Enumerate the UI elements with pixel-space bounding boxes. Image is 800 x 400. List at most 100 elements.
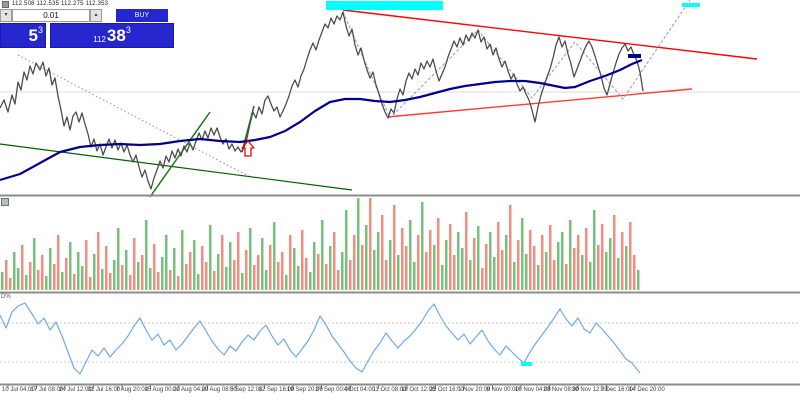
axis-date-label: 15 Aug 00:00 bbox=[144, 387, 180, 393]
volume-bar bbox=[177, 276, 180, 290]
volume-bar bbox=[69, 242, 72, 290]
volume-bar bbox=[65, 258, 68, 290]
volume-bar bbox=[533, 246, 536, 290]
volume-bar bbox=[357, 198, 360, 290]
volume-bar bbox=[421, 202, 424, 290]
volume-bar bbox=[617, 258, 620, 290]
axis-date-label: 18 Oct 12:00 bbox=[401, 387, 436, 393]
volume-bar bbox=[625, 246, 628, 290]
axis-date-label: 23 Nov 08:00 bbox=[543, 387, 580, 393]
volume-bar bbox=[145, 220, 148, 290]
volume-bar bbox=[1, 272, 4, 290]
volume-bar bbox=[209, 225, 212, 290]
volume-bar bbox=[381, 215, 384, 290]
axis-date-label: 7 Aug 20:00 bbox=[116, 387, 149, 393]
volume-bar bbox=[441, 265, 444, 290]
volume-bar bbox=[449, 224, 452, 290]
volume-bar bbox=[397, 255, 400, 290]
volume-bar bbox=[181, 230, 184, 290]
axis-date-label: 29 Aug 08:00 bbox=[201, 387, 237, 393]
volume-bar bbox=[393, 205, 396, 290]
volume-bar bbox=[341, 252, 344, 290]
volume-bar bbox=[189, 252, 192, 290]
ohlc-values: 112.508 112.535 112.275 112.353 bbox=[12, 1, 109, 7]
buy-price-big: 38 bbox=[106, 26, 126, 45]
volume-bar bbox=[173, 248, 176, 290]
volume-bar bbox=[313, 242, 316, 290]
buy-button[interactable]: 112 38 3 bbox=[50, 23, 174, 48]
volume-bar bbox=[521, 218, 524, 290]
volume-bar bbox=[561, 232, 564, 290]
volume-bar bbox=[525, 254, 528, 290]
trendline-0 bbox=[342, 9, 758, 60]
up-arrow-icon bbox=[241, 140, 255, 157]
axis-date-label: 25 Oct 16:00 bbox=[429, 387, 464, 393]
volume-bar bbox=[325, 264, 328, 290]
drawn-rect-1 bbox=[682, 3, 700, 7]
volume-bar bbox=[609, 238, 612, 290]
oscillator-cyan-marker bbox=[521, 362, 532, 366]
volume-bar bbox=[121, 265, 124, 290]
volume-bar bbox=[229, 242, 232, 290]
volume-bar bbox=[593, 210, 596, 290]
volume-bar bbox=[345, 210, 348, 290]
volume-bar bbox=[401, 228, 404, 290]
volume-bar bbox=[361, 245, 364, 290]
volume-bar bbox=[245, 250, 248, 290]
volume-bar bbox=[225, 267, 228, 290]
volume-bar bbox=[257, 255, 260, 290]
buy-price-prefix: 112 bbox=[93, 35, 106, 44]
volume-bar bbox=[273, 222, 276, 290]
axis-date-label: 24 Jul 12:00 bbox=[59, 387, 92, 393]
volume-bar bbox=[81, 266, 84, 290]
volume-bar bbox=[233, 260, 236, 290]
volume-bar bbox=[285, 275, 288, 290]
volume-bar bbox=[389, 240, 392, 290]
volume-bar bbox=[157, 272, 160, 290]
axis-date-label: 14 Dec 20:00 bbox=[629, 387, 665, 393]
volume-bar bbox=[37, 270, 40, 290]
lot-size-input[interactable]: 0.01 bbox=[12, 9, 90, 22]
axis-date-label: 4 Oct 04:00 bbox=[344, 387, 376, 393]
oscillator-line bbox=[0, 302, 641, 375]
volume-bar bbox=[193, 240, 196, 290]
volume-bar bbox=[113, 260, 116, 290]
volume-bar bbox=[373, 250, 376, 290]
volume-bar bbox=[633, 255, 636, 290]
volume-bar bbox=[601, 224, 604, 290]
axis-date-label: 19 Sep 20:00 bbox=[287, 387, 323, 393]
volume-bar bbox=[385, 260, 388, 290]
volume-bar bbox=[581, 255, 584, 290]
date-axis: 10 Jul 04:00 17 Jul 08:00 24 Jul 12:00 31 J… bbox=[0, 386, 800, 400]
volume-bar bbox=[541, 235, 544, 290]
volume-bar bbox=[445, 240, 448, 290]
volume-bar bbox=[493, 257, 496, 290]
lot-decrease-button[interactable]: ▾ bbox=[0, 9, 12, 22]
volume-bar bbox=[585, 228, 588, 290]
volume-bar bbox=[105, 246, 108, 290]
volume-bar bbox=[577, 235, 580, 290]
volume-bar bbox=[217, 254, 220, 290]
volume-bar bbox=[405, 246, 408, 290]
axis-date-label: 5 Sep 12:00 bbox=[230, 387, 263, 393]
volume-bar bbox=[253, 265, 256, 290]
lot-increase-button[interactable]: ▴ bbox=[90, 9, 102, 22]
volume-bar bbox=[9, 278, 12, 290]
volume-bar bbox=[93, 254, 96, 290]
volume-bar bbox=[141, 255, 144, 290]
volume-bar bbox=[61, 272, 64, 290]
drawn-rect-2 bbox=[628, 54, 641, 58]
sell-button[interactable]: 5 3 bbox=[0, 23, 46, 48]
volume-bar bbox=[89, 277, 92, 290]
symbol-icon bbox=[2, 0, 9, 8]
volume-bar bbox=[281, 252, 284, 290]
volume-bar bbox=[301, 230, 304, 290]
volume-bar bbox=[5, 260, 8, 290]
volume-bar bbox=[557, 242, 560, 290]
volume-bar bbox=[117, 228, 120, 290]
volume-bar bbox=[237, 232, 240, 290]
axis-date-label: 1 Nov 20:00 bbox=[458, 387, 491, 393]
volumes-indicator-icon bbox=[1, 198, 9, 206]
